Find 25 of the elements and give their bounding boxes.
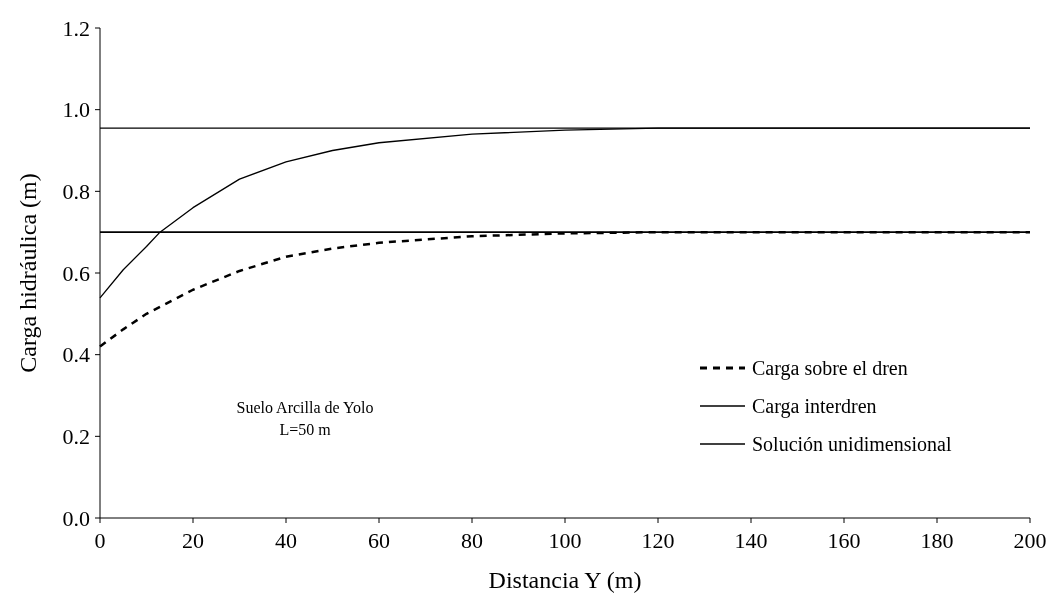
x-tick-label: 80	[461, 528, 483, 553]
annotation: L=50 m	[279, 421, 332, 438]
y-tick-label: 0.4	[62, 342, 90, 368]
x-tick-label: 180	[920, 528, 954, 553]
x-tick-label: 60	[368, 528, 390, 553]
x-tick-label: 140	[734, 528, 768, 553]
x-tick-label: 200	[1013, 528, 1047, 553]
y-tick-label: 0.0	[62, 505, 90, 531]
x-tick-label: 160	[827, 528, 861, 553]
y-tick-label: 1.0	[62, 97, 90, 123]
y-tick-label: 0.6	[62, 260, 90, 286]
x-tick-label: 40	[275, 528, 297, 553]
y-tick-label: 0.8	[62, 179, 90, 205]
x-axis-title: Distancia Y (m)	[488, 567, 642, 593]
y-tick-label: 0.2	[62, 424, 90, 450]
legend-label: Carga sobre el dren	[752, 357, 908, 380]
x-tick-label: 20	[182, 528, 204, 553]
annotation: Suelo Arcilla de Yolo	[236, 399, 374, 416]
x-tick-label: 120	[641, 528, 675, 553]
x-tick-label: 100	[548, 528, 582, 553]
legend-label: Carga interdren	[752, 395, 877, 418]
y-tick-label: 1.2	[62, 15, 90, 41]
legend-label: Solución unidimensional	[752, 433, 952, 455]
y-axis-title: Carga hidráulica (m)	[15, 173, 41, 373]
x-tick-label: 0	[94, 528, 106, 553]
